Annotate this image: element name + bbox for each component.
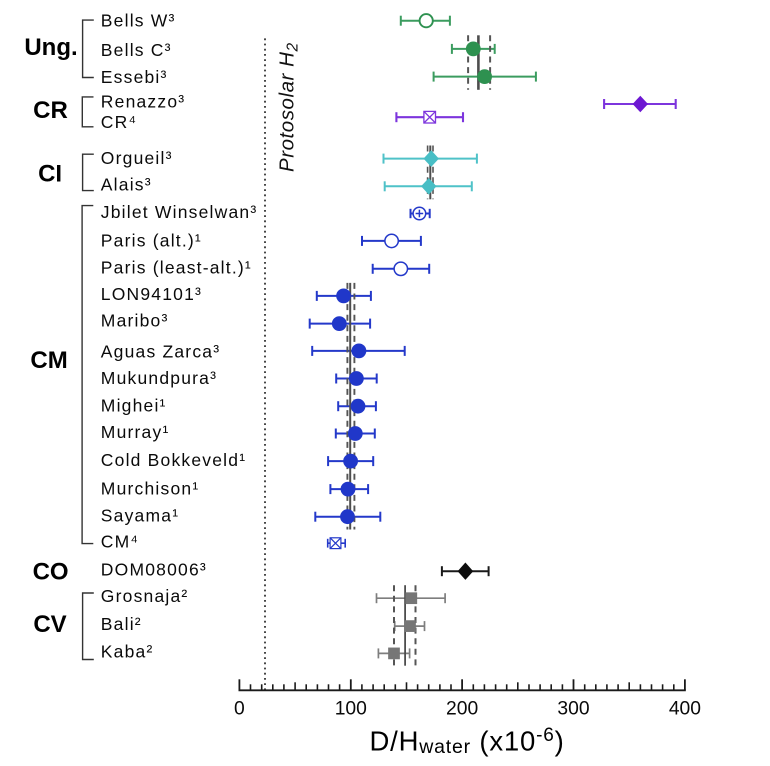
svg-text:Bali²: Bali² [101, 614, 142, 634]
svg-text:Aguas Zarca³: Aguas Zarca³ [101, 341, 220, 361]
svg-text:Protosolar H2: Protosolar H2 [276, 42, 302, 172]
svg-text:Bells W³: Bells W³ [101, 11, 176, 31]
svg-text:0: 0 [234, 699, 245, 720]
svg-text:300: 300 [557, 699, 589, 720]
svg-text:Grosnaja²: Grosnaja² [101, 586, 189, 606]
svg-text:Jbilet Winselwan³: Jbilet Winselwan³ [101, 202, 258, 222]
svg-text:CM: CM [30, 347, 67, 374]
svg-text:Kaba²: Kaba² [101, 642, 154, 662]
svg-text:Bells C³: Bells C³ [101, 40, 172, 60]
svg-text:100: 100 [335, 699, 367, 720]
svg-text:400: 400 [669, 699, 701, 720]
svg-text:Paris (least-alt.)¹: Paris (least-alt.)¹ [101, 257, 252, 277]
svg-text:CI: CI [38, 161, 62, 188]
svg-text:CV: CV [33, 611, 66, 638]
svg-text:CR: CR [33, 97, 68, 124]
svg-text:Paris (alt.)¹: Paris (alt.)¹ [101, 230, 202, 250]
svg-text:Alais³: Alais³ [101, 175, 152, 195]
svg-text:Mighei¹: Mighei¹ [101, 395, 167, 415]
svg-text:Murchison¹: Murchison¹ [101, 478, 200, 498]
svg-text:200: 200 [446, 699, 478, 720]
svg-text:D/Hwater (x10-6): D/Hwater (x10-6) [369, 725, 564, 758]
svg-text:Ung.: Ung. [24, 34, 77, 61]
svg-text:CR⁴: CR⁴ [101, 112, 137, 132]
svg-text:DOM08006³: DOM08006³ [101, 560, 207, 580]
svg-text:Mukundpura³: Mukundpura³ [101, 368, 217, 388]
svg-text:Renazzo³: Renazzo³ [101, 92, 186, 112]
svg-text:Essebi³: Essebi³ [101, 67, 168, 87]
svg-text:Sayama¹: Sayama¹ [101, 505, 179, 525]
svg-text:Orgueil³: Orgueil³ [101, 148, 173, 168]
svg-text:Maribo³: Maribo³ [101, 311, 169, 331]
svg-text:LON94101³: LON94101³ [101, 284, 202, 304]
svg-text:CM⁴: CM⁴ [101, 532, 139, 552]
svg-text:Murray¹: Murray¹ [101, 422, 170, 442]
svg-text:CO: CO [33, 558, 69, 585]
svg-text:Cold Bokkeveld¹: Cold Bokkeveld¹ [101, 450, 246, 470]
